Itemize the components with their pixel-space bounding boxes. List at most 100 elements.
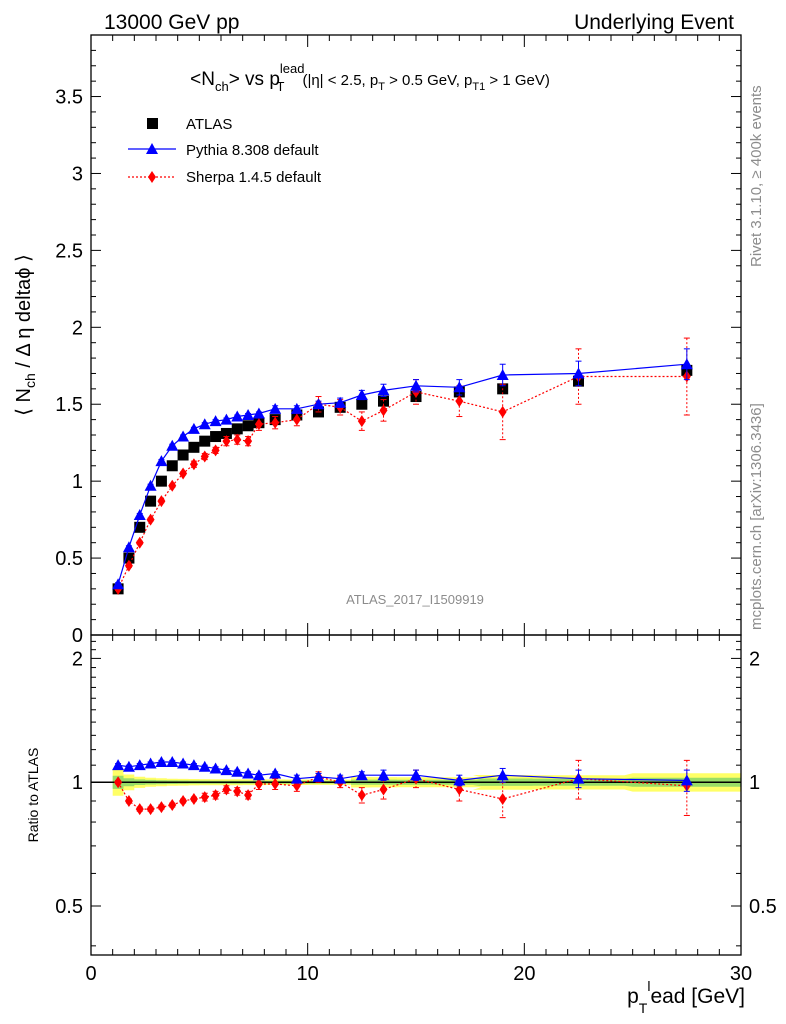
ratio-y-tick-label: 1 xyxy=(72,772,83,794)
pythia-point xyxy=(312,398,325,410)
sherpa-point xyxy=(146,513,155,526)
main-y-tick-label: 0.5 xyxy=(55,548,83,570)
pythia-point xyxy=(133,509,146,520)
ratio-y-axis-label: Ratio to ATLAS xyxy=(25,748,41,843)
ratio-plot-frame xyxy=(90,634,742,956)
legend-sherpa-marker xyxy=(148,171,156,183)
pythia-point xyxy=(220,413,233,425)
sherpa-ratio-point xyxy=(114,776,123,789)
ratio-y-tick-label: 0.5 xyxy=(55,896,83,918)
pythia-ratio-point xyxy=(220,764,233,776)
pythia-ratio-point xyxy=(572,772,585,784)
pythia-point xyxy=(209,415,222,427)
pythia-point xyxy=(187,422,200,434)
pythia-point xyxy=(198,418,211,430)
pythia-point xyxy=(680,358,693,370)
sherpa-ratio-point xyxy=(124,795,133,808)
pythia-point xyxy=(269,402,282,414)
pythia-point xyxy=(122,541,135,553)
pythia-point xyxy=(242,409,255,420)
main-y-tick-label: 3 xyxy=(72,163,83,185)
sherpa-point xyxy=(200,450,209,463)
energy-label: 13000 GeV pp xyxy=(104,11,239,34)
sherpa-point xyxy=(379,404,388,417)
sherpa-point xyxy=(357,415,366,428)
atlas-point xyxy=(242,420,254,432)
ratio-panel: 0.5 0.5 1 1 2 2 0 10 20 30 xyxy=(55,634,777,985)
pythia-point xyxy=(496,369,509,380)
pythia-line xyxy=(117,363,687,585)
analysis-label: Underlying Event xyxy=(574,11,734,34)
atlas-point xyxy=(134,521,146,533)
main-y-axis-label: ⟨ Nch / Δ η deltaϕ ⟩ xyxy=(13,254,38,416)
pythia-ratio-point xyxy=(133,759,146,771)
legend: ATLAS Pythia 8.308 default Sherpa 1.4.5 … xyxy=(128,116,322,186)
sherpa-ratio-point xyxy=(233,785,242,798)
sherpa-point xyxy=(233,433,242,446)
x-tick-label: 0 xyxy=(85,963,96,985)
legend-atlas-marker xyxy=(147,118,158,129)
ratio-y-tick-label: 2 xyxy=(72,648,83,670)
pythia-point xyxy=(355,389,368,400)
x-tick-label: 10 xyxy=(297,963,319,985)
sherpa-ratio-point xyxy=(357,789,366,802)
sherpa-point xyxy=(157,495,166,508)
pythia-ratio-point xyxy=(112,759,125,771)
sherpa-ratio-point xyxy=(189,793,198,806)
pythia-ratio-point xyxy=(187,759,200,771)
atlas-point xyxy=(210,431,222,443)
sherpa-line xyxy=(117,375,687,590)
sherpa-point xyxy=(455,395,464,408)
sherpa-point xyxy=(211,444,220,457)
sherpa-point xyxy=(222,435,231,448)
pythia-point xyxy=(112,578,125,590)
sherpa-ratio-point xyxy=(200,791,209,804)
pythia-ratio-point xyxy=(312,770,325,782)
sherpa-point xyxy=(189,458,198,471)
pythia-ratio-point xyxy=(166,755,179,767)
pythia-ratio-point xyxy=(231,765,244,777)
sherpa-point xyxy=(271,416,280,429)
pythia-point xyxy=(377,384,390,396)
atlas-point xyxy=(220,427,232,439)
atlas-point xyxy=(155,475,167,487)
legend-atlas-label: ATLAS xyxy=(186,116,232,133)
sherpa-point xyxy=(244,435,253,448)
atlas-point xyxy=(188,441,200,453)
ratio-y-tick-label-right: 2 xyxy=(749,648,760,670)
pythia-ratio-point xyxy=(269,767,282,779)
pythia-point xyxy=(410,379,422,391)
main-panel: 0 0.5 1 1.5 2 2.5 3 3.5 <Nch> vs plead T (|η| < 2… xyxy=(55,34,742,647)
pythia-point xyxy=(144,479,157,491)
sherpa-ratio-point xyxy=(222,783,231,796)
sherpa-point xyxy=(168,479,177,492)
pythia-ratio-point xyxy=(334,772,347,784)
sherpa-ratio-point xyxy=(135,803,144,816)
pythia-point xyxy=(572,367,585,379)
sherpa-ratio-point xyxy=(146,803,155,816)
main-y-tick-label: 0 xyxy=(72,625,83,647)
pythia-ratio-point xyxy=(122,760,135,772)
sherpa-point xyxy=(498,405,507,418)
x-tick-label: 30 xyxy=(730,963,752,985)
pythia-ratio-point xyxy=(680,774,693,786)
pythia-point xyxy=(155,455,168,467)
x-axis-label: pTlead [GeV] xyxy=(627,978,745,1016)
pythia-point xyxy=(177,430,190,442)
pythia-ratio-point xyxy=(252,769,265,781)
rivet-version-label: Rivet 3.1.10, ≥ 400k events xyxy=(748,85,765,267)
x-tick-label: 20 xyxy=(513,963,535,985)
pythia-point xyxy=(290,402,303,414)
pythia-ratio-point xyxy=(496,769,509,781)
atlas-point xyxy=(231,423,243,435)
sherpa-ratio-point xyxy=(244,789,253,802)
main-y-tick-label: 1.5 xyxy=(55,394,83,416)
pythia-ratio-point xyxy=(209,762,222,774)
pythia-point xyxy=(453,381,466,393)
sherpa-point xyxy=(254,418,263,431)
atlas-point xyxy=(356,398,368,410)
atlas-point xyxy=(199,435,211,447)
pythia-ratio-point xyxy=(177,757,190,769)
main-y-tick-label: 2.5 xyxy=(55,240,83,262)
